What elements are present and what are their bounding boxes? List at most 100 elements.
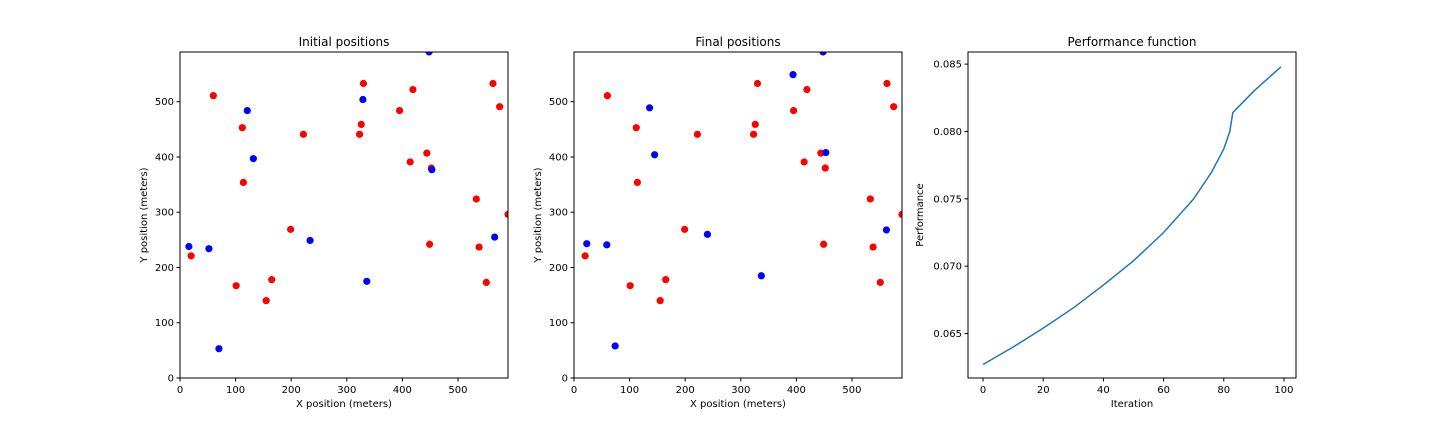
data-point — [205, 245, 213, 253]
y-tick-label: 500 — [155, 97, 174, 108]
data-point — [239, 178, 247, 186]
data-point — [187, 252, 195, 260]
chart-title: Initial positions — [299, 35, 390, 49]
data-point — [656, 297, 664, 305]
data-point — [491, 233, 499, 241]
y-tick-label: 500 — [549, 97, 568, 108]
x-tick-label: 400 — [787, 385, 806, 396]
data-point — [215, 345, 223, 353]
data-point — [626, 282, 634, 290]
data-point — [359, 79, 368, 88]
y-tick-label: 0.070 — [933, 262, 962, 273]
data-point — [409, 85, 417, 94]
data-point — [882, 226, 891, 234]
plot-marks — [581, 52, 902, 350]
y-tick-label: 0.065 — [933, 329, 962, 340]
data-point — [581, 252, 589, 260]
x-tick-label: 100 — [1274, 385, 1293, 396]
data-point — [662, 276, 670, 284]
data-point — [890, 103, 898, 111]
data-point — [287, 225, 295, 233]
data-point — [306, 236, 314, 245]
data-point — [357, 120, 365, 128]
x-tick-label: 100 — [620, 385, 639, 396]
data-point — [268, 276, 276, 284]
data-point — [751, 120, 759, 128]
y-tick-label: 100 — [155, 318, 174, 329]
x-tick-label: 80 — [1217, 385, 1230, 396]
data-point — [425, 52, 433, 56]
data-point — [243, 106, 251, 115]
data-point — [876, 278, 884, 287]
x-tick-label: 0 — [571, 385, 577, 396]
chart-1: 0 100 200 300 400 500 0 100 200 300 400 500 Initial … — [139, 35, 509, 410]
data-point — [821, 164, 829, 172]
y-tick-label: 400 — [155, 152, 174, 163]
data-point — [693, 130, 702, 138]
data-point — [185, 242, 193, 251]
data-point — [632, 124, 640, 132]
y-tick-label: 200 — [155, 263, 174, 274]
x-tick-label: 100 — [226, 385, 245, 396]
data-point — [646, 104, 654, 112]
data-point — [489, 79, 497, 88]
data-point — [681, 225, 689, 233]
x-tick-label: 40 — [1097, 385, 1110, 396]
data-point — [482, 278, 490, 287]
plot-marks — [982, 66, 1282, 366]
x-tick-label: 200 — [676, 385, 695, 396]
data-point — [406, 158, 414, 166]
x-tick-label: 500 — [448, 385, 467, 396]
data-point — [800, 158, 808, 166]
x-tick-label: 300 — [337, 385, 356, 396]
data-point — [819, 52, 827, 56]
data-point — [475, 243, 483, 251]
x-tick-label: 20 — [1037, 385, 1050, 396]
data-point — [749, 130, 758, 138]
chart-2: 0 100 200 300 400 500 0 100 200 300 400 500 Final po… — [533, 35, 903, 410]
x-tick-label: 0 — [177, 385, 183, 396]
data-point — [472, 195, 480, 203]
plot-marks — [185, 52, 508, 353]
x-axis-label: Iteration — [1111, 399, 1153, 410]
data-point — [869, 243, 877, 251]
data-point — [866, 195, 874, 203]
x-tick-label: 500 — [842, 385, 861, 396]
data-point — [426, 240, 434, 248]
data-point — [496, 103, 504, 111]
data-point — [789, 71, 797, 79]
y-tick-label: 0.085 — [933, 60, 962, 71]
data-point — [209, 92, 217, 100]
x-axis-label: X position (meters) — [690, 399, 786, 410]
x-tick-label: 400 — [393, 385, 412, 396]
y-tick-label: 400 — [549, 152, 568, 163]
data-point — [789, 106, 798, 115]
data-point — [820, 240, 828, 248]
plot-frame — [179, 51, 509, 379]
data-point — [898, 210, 902, 219]
data-point — [299, 130, 308, 138]
y-tick-label: 100 — [549, 318, 568, 329]
data-point — [757, 272, 765, 280]
data-point — [603, 241, 611, 249]
data-point — [355, 130, 364, 138]
data-point — [249, 155, 257, 163]
data-point — [359, 95, 367, 104]
data-point — [423, 149, 431, 157]
y-tick-label: 0.080 — [933, 127, 962, 138]
data-point — [262, 297, 270, 305]
data-point — [703, 230, 712, 238]
x-tick-label: 0 — [980, 385, 986, 396]
data-point — [395, 106, 404, 115]
data-point — [651, 151, 659, 159]
data-point — [603, 92, 611, 100]
data-point — [583, 240, 591, 248]
chart-3: 0 20 40 60 80 100 0.065 0.070 0.075 0.080 0.085 Per… — [915, 35, 1297, 410]
plot-frame — [967, 51, 1297, 379]
series-line — [982, 66, 1282, 366]
data-point — [428, 166, 436, 174]
data-point — [633, 178, 641, 186]
x-tick-label: 300 — [731, 385, 750, 396]
data-point — [753, 79, 762, 88]
